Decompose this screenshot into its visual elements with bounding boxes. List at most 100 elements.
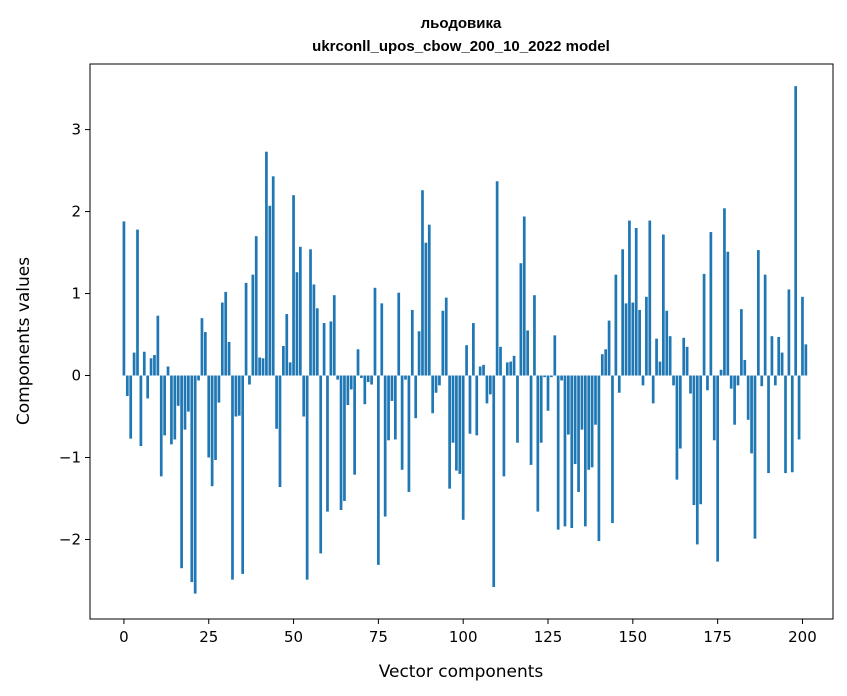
bar-97 — [451, 375, 455, 443]
bar-79 — [390, 375, 394, 401]
bar-190 — [767, 375, 770, 474]
bar-2 — [129, 375, 133, 439]
y-tick-label-1: 1 — [71, 285, 81, 303]
bar-174 — [712, 375, 716, 441]
bar-93 — [438, 375, 441, 386]
bar-0 — [122, 221, 126, 376]
bar-89 — [424, 242, 428, 376]
bar-76 — [380, 303, 384, 376]
bar-112 — [502, 375, 506, 477]
bar-142 — [604, 349, 608, 376]
bar-14 — [170, 375, 173, 445]
bar-35 — [241, 375, 245, 574]
bar-42 — [265, 151, 268, 376]
bar-197 — [790, 375, 794, 473]
bar-129 — [560, 375, 563, 381]
bar-86 — [414, 375, 418, 419]
bar-67 — [349, 375, 353, 390]
bar-110 — [495, 181, 499, 376]
y-tick-label-2: 2 — [71, 203, 81, 221]
bar-199 — [797, 375, 801, 440]
bar-146 — [617, 375, 621, 393]
bar-98 — [455, 375, 458, 471]
bar-6 — [142, 351, 146, 376]
chart-title-line1: льодовика — [421, 15, 502, 32]
bar-126 — [550, 375, 553, 378]
bar-60 — [326, 375, 329, 512]
bar-111 — [499, 346, 502, 376]
bar-92 — [434, 375, 438, 393]
bar-85 — [410, 309, 414, 376]
bar-102 — [468, 375, 472, 434]
bar-27 — [214, 375, 217, 460]
bar-144 — [611, 375, 614, 524]
bar-151 — [634, 227, 638, 376]
bar-141 — [600, 354, 604, 376]
bar-10 — [156, 315, 160, 376]
bar-186 — [753, 375, 757, 539]
bar-162 — [672, 375, 675, 386]
bar-113 — [505, 362, 509, 376]
bar-133 — [573, 375, 577, 465]
bar-134 — [577, 375, 580, 492]
bar-21 — [193, 375, 197, 594]
bar-20 — [190, 375, 194, 583]
bar-179 — [729, 375, 733, 389]
bar-130 — [563, 375, 567, 527]
bar-137 — [587, 375, 591, 470]
bar-184 — [746, 375, 750, 420]
bar-115 — [512, 355, 516, 376]
bar-127 — [553, 335, 557, 376]
bar-175 — [716, 375, 719, 562]
bar-132 — [570, 375, 574, 528]
bar-105 — [478, 366, 482, 376]
bar-145 — [614, 274, 618, 376]
bar-9 — [153, 355, 156, 376]
bar-32 — [231, 375, 234, 580]
bar-124 — [543, 375, 546, 378]
bar-69 — [356, 349, 360, 376]
bar-117 — [519, 263, 523, 376]
y-tick-label--2: −2 — [59, 530, 81, 548]
bar-116 — [516, 375, 519, 443]
x-tick-label-100: 100 — [449, 628, 478, 646]
bar-1 — [125, 375, 129, 397]
bar-166 — [685, 346, 689, 376]
x-tick-label-125: 125 — [534, 628, 563, 646]
bar-139 — [594, 375, 597, 425]
bar-201 — [804, 344, 808, 376]
bar-135 — [580, 375, 584, 430]
bar-13 — [166, 366, 170, 376]
bar-155 — [648, 220, 652, 376]
bar-94 — [441, 310, 445, 376]
bar-54 — [305, 375, 309, 580]
bar-36 — [244, 282, 248, 376]
bar-188 — [760, 375, 764, 387]
bar-61 — [329, 321, 333, 376]
bar-164 — [678, 375, 682, 449]
bar-156 — [651, 375, 655, 404]
bar-108 — [488, 375, 492, 395]
bar-57 — [315, 308, 319, 376]
bar-37 — [248, 375, 251, 385]
bar-180 — [733, 375, 736, 425]
bar-23 — [200, 318, 204, 376]
bar-91 — [431, 375, 435, 414]
bar-118 — [522, 216, 526, 376]
bar-3 — [132, 352, 136, 376]
bar-90 — [427, 224, 431, 376]
bar-147 — [621, 249, 625, 376]
bar-140 — [597, 375, 601, 542]
bar-31 — [227, 341, 231, 376]
bar-5 — [139, 375, 143, 447]
bar-82 — [400, 375, 404, 470]
bar-30 — [224, 291, 228, 376]
bar-8 — [149, 358, 153, 376]
x-tick-label-75: 75 — [369, 628, 388, 646]
bar-18 — [183, 375, 187, 430]
bar-189 — [763, 274, 767, 376]
y-tick-label--1: −1 — [59, 449, 81, 467]
bar-55 — [309, 249, 312, 376]
bar-106 — [482, 364, 485, 376]
bar-107 — [485, 375, 489, 404]
